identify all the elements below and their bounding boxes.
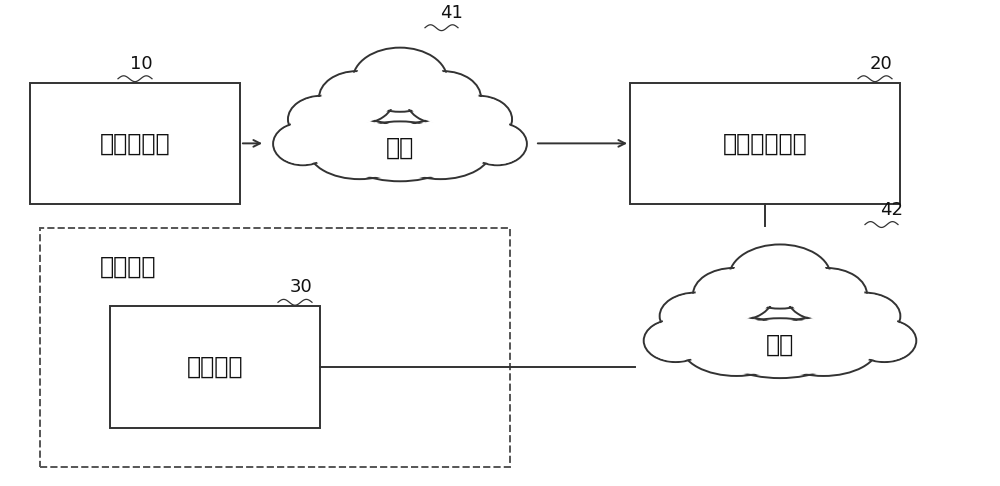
- Text: 42: 42: [880, 201, 903, 219]
- Ellipse shape: [288, 96, 355, 143]
- Ellipse shape: [353, 48, 447, 112]
- Ellipse shape: [644, 319, 708, 362]
- Text: 网络: 网络: [766, 333, 794, 357]
- Text: 接收终端: 接收终端: [187, 355, 243, 379]
- Text: 故障通知装置: 故障通知装置: [723, 131, 807, 156]
- Ellipse shape: [646, 321, 705, 360]
- Text: 20: 20: [870, 55, 893, 73]
- Bar: [40, 228, 510, 467]
- Ellipse shape: [733, 247, 827, 306]
- Ellipse shape: [468, 122, 527, 165]
- Ellipse shape: [275, 124, 330, 163]
- Ellipse shape: [853, 319, 916, 362]
- Bar: [30, 83, 240, 204]
- Ellipse shape: [393, 122, 488, 177]
- Ellipse shape: [789, 270, 864, 319]
- Ellipse shape: [312, 122, 407, 177]
- Ellipse shape: [681, 316, 792, 376]
- Ellipse shape: [693, 268, 774, 321]
- Ellipse shape: [715, 318, 845, 378]
- Ellipse shape: [828, 293, 900, 340]
- Ellipse shape: [291, 98, 353, 141]
- Ellipse shape: [720, 321, 840, 376]
- Ellipse shape: [696, 270, 771, 319]
- Text: 监控中心: 监控中心: [100, 255, 156, 279]
- Ellipse shape: [405, 71, 481, 124]
- Text: 用户计算机: 用户计算机: [100, 131, 170, 156]
- Ellipse shape: [319, 71, 395, 124]
- Ellipse shape: [344, 124, 456, 179]
- Ellipse shape: [470, 124, 525, 163]
- Ellipse shape: [855, 321, 914, 360]
- Ellipse shape: [663, 295, 729, 338]
- Ellipse shape: [786, 268, 867, 321]
- Ellipse shape: [389, 119, 492, 179]
- Bar: [630, 83, 900, 204]
- Ellipse shape: [831, 295, 897, 338]
- Ellipse shape: [445, 96, 512, 143]
- Text: 网络: 网络: [386, 136, 414, 160]
- Ellipse shape: [339, 122, 461, 181]
- Ellipse shape: [447, 98, 509, 141]
- Bar: [110, 306, 320, 428]
- Text: 41: 41: [440, 4, 463, 22]
- Ellipse shape: [729, 244, 831, 309]
- Ellipse shape: [773, 318, 874, 374]
- Ellipse shape: [660, 293, 732, 340]
- Text: 30: 30: [290, 278, 313, 296]
- Ellipse shape: [357, 50, 443, 109]
- Ellipse shape: [308, 119, 411, 179]
- Ellipse shape: [322, 73, 392, 122]
- Ellipse shape: [408, 73, 478, 122]
- Ellipse shape: [686, 318, 787, 374]
- Ellipse shape: [768, 316, 879, 376]
- Text: 10: 10: [130, 55, 153, 73]
- Ellipse shape: [273, 122, 332, 165]
